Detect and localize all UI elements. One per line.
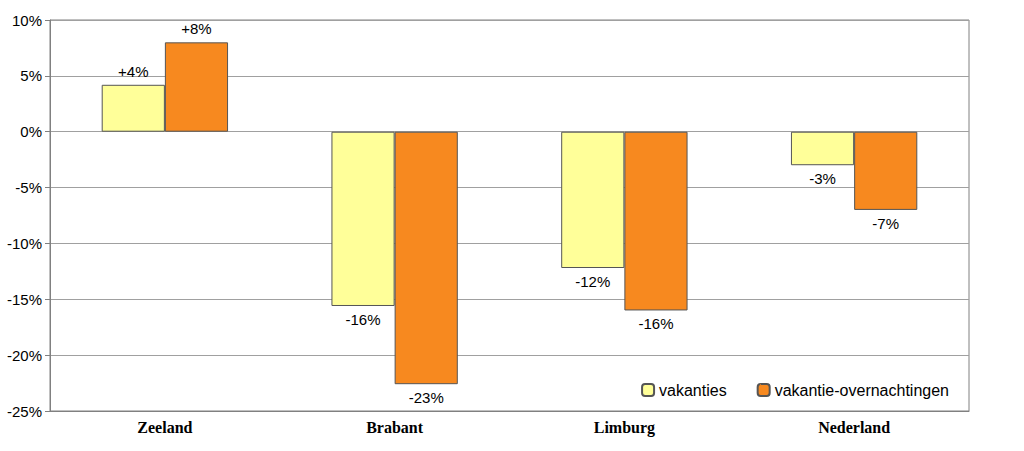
- svg-text:Limburg: Limburg: [594, 419, 655, 437]
- svg-text:-5%: -5%: [15, 179, 42, 196]
- svg-text:5%: 5%: [20, 67, 42, 84]
- svg-text:-15%: -15%: [7, 291, 42, 308]
- svg-text:-16%: -16%: [346, 311, 381, 328]
- svg-text:10%: 10%: [12, 12, 42, 29]
- svg-text:vakanties: vakanties: [659, 382, 727, 399]
- svg-text:Brabant: Brabant: [366, 419, 424, 436]
- svg-text:-7%: -7%: [872, 215, 899, 232]
- svg-text:-25%: -25%: [7, 403, 42, 420]
- svg-text:-10%: -10%: [7, 235, 42, 252]
- svg-text:+8%: +8%: [181, 20, 211, 37]
- svg-text:Zeeland: Zeeland: [137, 419, 192, 436]
- svg-text:vakantie-overnachtingen: vakantie-overnachtingen: [775, 382, 949, 399]
- svg-text:-3%: -3%: [809, 170, 836, 187]
- svg-text:+4%: +4%: [118, 63, 148, 80]
- svg-text:0%: 0%: [20, 123, 42, 140]
- svg-text:-12%: -12%: [575, 273, 610, 290]
- svg-text:-23%: -23%: [409, 389, 444, 406]
- svg-text:-20%: -20%: [7, 347, 42, 364]
- svg-text:-16%: -16%: [638, 315, 673, 332]
- svg-text:Nederland: Nederland: [818, 419, 890, 436]
